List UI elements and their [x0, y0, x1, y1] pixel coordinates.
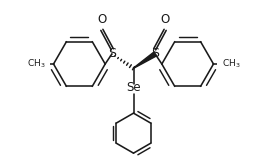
Text: CH$_3$: CH$_3$: [27, 58, 45, 70]
Polygon shape: [134, 52, 156, 68]
Text: S: S: [108, 47, 116, 60]
Text: O: O: [160, 13, 170, 26]
Text: CH$_3$: CH$_3$: [222, 58, 240, 70]
Text: O: O: [97, 13, 107, 26]
Text: Se: Se: [126, 81, 141, 94]
Text: S: S: [151, 47, 159, 60]
